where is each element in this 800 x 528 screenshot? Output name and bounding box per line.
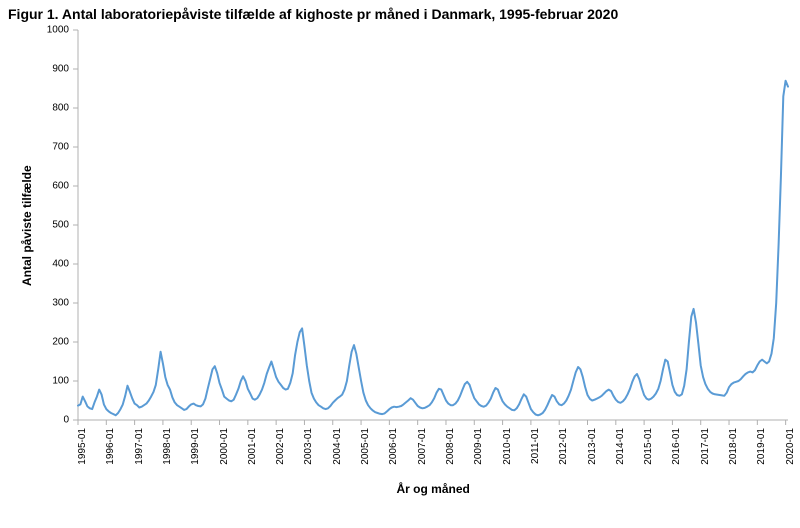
x-tick-label: 2017-01 xyxy=(700,428,711,465)
x-tick-label: 1997-01 xyxy=(134,428,145,465)
x-tick-label: 2009-01 xyxy=(473,428,484,465)
x-tick-label: 2020-01 xyxy=(785,428,796,465)
y-tick-label: 600 xyxy=(35,181,69,192)
x-tick-label: 2018-01 xyxy=(728,428,739,465)
x-tick-label: 2016-01 xyxy=(671,428,682,465)
y-tick-label: 500 xyxy=(35,220,69,231)
x-tick-label: 2007-01 xyxy=(417,428,428,465)
x-tick-label: 1996-01 xyxy=(105,428,116,465)
y-tick-label: 0 xyxy=(35,415,69,426)
x-tick-label: 2013-01 xyxy=(587,428,598,465)
y-tick-label: 100 xyxy=(35,376,69,387)
y-tick-label: 1000 xyxy=(35,25,69,36)
x-tick-label: 1999-01 xyxy=(190,428,201,465)
x-tick-label: 2006-01 xyxy=(388,428,399,465)
x-tick-label: 2011-01 xyxy=(530,428,541,464)
y-tick-label: 300 xyxy=(35,298,69,309)
x-tick-label: 2002-01 xyxy=(275,428,286,465)
x-tick-label: 2005-01 xyxy=(360,428,371,465)
x-tick-label: 2003-01 xyxy=(303,428,314,465)
x-tick-label: 2014-01 xyxy=(615,428,626,465)
y-tick-label: 400 xyxy=(35,259,69,270)
y-tick-label: 700 xyxy=(35,142,69,153)
x-tick-label: 2001-01 xyxy=(247,428,258,465)
y-axis-label: Antal påviste tilfælde xyxy=(20,165,34,286)
y-tick-label: 200 xyxy=(35,337,69,348)
x-axis-label: År og måned xyxy=(397,482,470,496)
x-tick-label: 2008-01 xyxy=(445,428,456,465)
x-tick-label: 2004-01 xyxy=(332,428,343,465)
x-tick-label: 1998-01 xyxy=(162,428,173,465)
x-tick-label: 2015-01 xyxy=(643,428,654,465)
x-tick-label: 2019-01 xyxy=(756,428,767,465)
y-tick-label: 800 xyxy=(35,103,69,114)
x-tick-label: 2012-01 xyxy=(558,428,569,465)
y-tick-label: 900 xyxy=(35,64,69,75)
x-tick-label: 1995-01 xyxy=(77,428,88,465)
chart-container: Figur 1. Antal laboratoriepåviste tilfæl… xyxy=(0,0,800,528)
x-tick-label: 2010-01 xyxy=(502,428,513,465)
x-tick-label: 2000-01 xyxy=(219,428,230,465)
